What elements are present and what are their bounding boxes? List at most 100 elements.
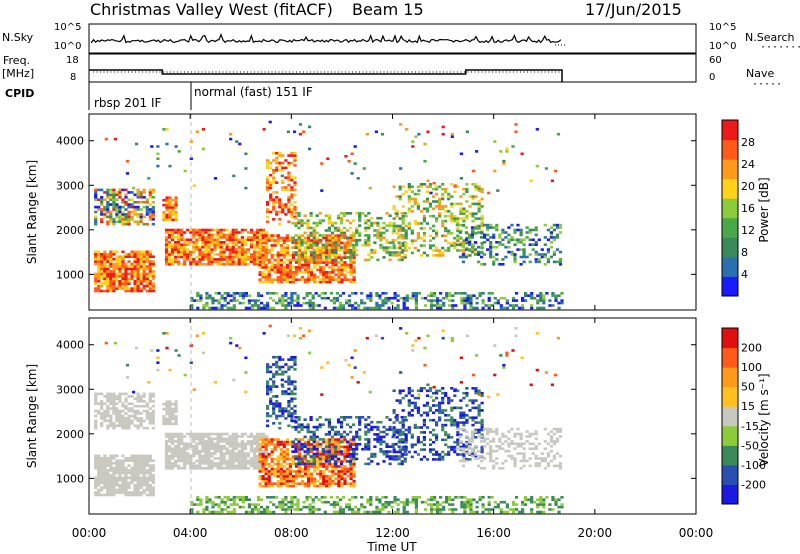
velocity-cell <box>400 460 404 463</box>
power-cell <box>288 273 292 277</box>
velocity-cell <box>419 448 423 451</box>
power-cell <box>195 238 199 242</box>
power-cell <box>310 241 314 245</box>
power-cell <box>385 248 389 252</box>
power-cell <box>346 219 350 222</box>
velocity-cell <box>290 412 294 415</box>
velocity-cell <box>234 435 238 438</box>
power-cell <box>290 151 294 155</box>
velocity-cell <box>174 454 178 458</box>
power-cell <box>259 231 263 234</box>
power-cell <box>435 246 439 250</box>
velocity-cell <box>312 445 316 448</box>
power-cell <box>422 234 426 238</box>
power-cell <box>522 260 526 264</box>
velocity-cell <box>109 417 113 420</box>
power-cell <box>411 140 415 143</box>
power-cell <box>183 238 187 242</box>
velocity-cell <box>328 477 332 481</box>
velocity-cell <box>293 387 297 391</box>
power-cell <box>240 253 244 256</box>
velocity-cell <box>97 483 101 487</box>
power-cell <box>370 248 374 252</box>
power-cell <box>165 203 169 207</box>
velocity-cell <box>291 450 295 453</box>
power-cell <box>106 279 110 283</box>
power-cell <box>213 177 218 180</box>
power-cell <box>192 228 196 232</box>
velocity-cell <box>266 365 270 369</box>
velocity-cell <box>432 399 436 402</box>
noise-ytick-top: 10^5 <box>54 22 81 33</box>
velocity-cell <box>103 471 107 475</box>
velocity-cell <box>278 414 282 418</box>
power-cell <box>115 287 119 290</box>
power-cell <box>252 231 257 234</box>
power-cell <box>361 212 365 215</box>
velocity-cell <box>456 443 460 446</box>
velocity-cell <box>281 409 285 413</box>
power-cell <box>456 217 460 220</box>
velocity-cell <box>133 417 137 420</box>
velocity-cell <box>259 445 263 448</box>
velocity-cell <box>255 462 260 465</box>
power-cell <box>294 224 298 227</box>
velocity-cell <box>142 481 146 485</box>
velocity-cell <box>456 431 460 434</box>
power-cell <box>118 257 122 261</box>
power-cell <box>275 200 279 204</box>
velocity-cell <box>456 426 460 429</box>
power-cell <box>348 299 352 302</box>
power-cell <box>407 207 411 211</box>
velocity-cell <box>139 461 143 465</box>
velocity-cell <box>459 411 463 415</box>
velocity-cell <box>216 467 220 470</box>
velocity-cell <box>266 385 270 388</box>
velocity-cell <box>213 452 217 455</box>
velocity-cell <box>432 440 436 444</box>
velocity-cell <box>234 459 238 463</box>
velocity-cell <box>388 428 392 431</box>
power-cell <box>124 267 128 271</box>
velocity-cell <box>334 477 338 481</box>
velocity-cell <box>198 464 202 468</box>
velocity-cell <box>162 422 166 426</box>
power-cell <box>130 198 134 201</box>
power-cell <box>513 255 517 259</box>
power-cell <box>534 226 538 229</box>
velocity-cell <box>288 440 292 444</box>
power-cell <box>458 243 462 246</box>
power-cell <box>364 258 368 262</box>
power-cell <box>189 253 193 256</box>
freq-ytick-bottom: 8 <box>70 72 76 83</box>
power-cell <box>97 289 101 293</box>
velocity-cell <box>450 423 454 427</box>
power-cell <box>220 304 224 307</box>
velocity-cell <box>336 430 341 434</box>
power-cell <box>261 280 265 284</box>
power-cell <box>145 210 149 214</box>
power-cell <box>133 257 137 261</box>
power-cell <box>297 212 301 215</box>
power-cell <box>278 210 282 214</box>
power-cell <box>445 296 449 300</box>
power-cell <box>139 265 143 268</box>
power-cell <box>198 233 202 237</box>
power-cell <box>201 245 205 249</box>
power-cell <box>534 243 538 246</box>
power-cell <box>501 231 505 234</box>
velocity-cell <box>435 450 439 454</box>
power-cell <box>355 241 359 244</box>
velocity-cell <box>328 465 332 468</box>
power-cell <box>401 205 405 208</box>
velocity-cell <box>290 380 294 383</box>
power-cell <box>407 210 411 213</box>
power-cell <box>195 231 199 234</box>
power-cell <box>287 301 291 305</box>
velocity-cell <box>273 482 277 485</box>
power-cell <box>192 236 196 239</box>
velocity-cell <box>346 467 350 471</box>
velocity-cell <box>367 447 371 451</box>
velocity-cell <box>261 453 265 456</box>
velocity-cell <box>103 461 107 465</box>
